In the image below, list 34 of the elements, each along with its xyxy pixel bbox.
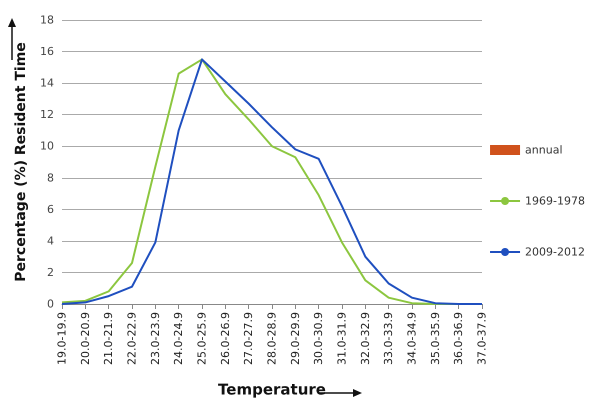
y-tick-label: 2 — [47, 266, 54, 279]
x-tick-label: 19.0-19.9 — [56, 312, 68, 365]
x-tick-label: 20.0-20.9 — [78, 312, 92, 365]
x-tick-label: 29.0-29.9 — [288, 312, 302, 365]
y-tick-label: 10 — [40, 140, 54, 153]
y-tick-label: 16 — [40, 45, 54, 58]
y-tick-label: 14 — [40, 76, 54, 90]
y-tick-label: 18 — [40, 14, 54, 26]
x-tick-label: 33.0-33.9 — [382, 312, 396, 365]
legend-label: 1969-1978 — [525, 194, 586, 208]
y-tick-label: 0 — [47, 298, 54, 310]
legend-label: 2009-2012 — [525, 246, 586, 258]
y-tick-label: 12 — [40, 108, 54, 122]
x-axis-title: Temperature — [218, 380, 326, 398]
x-tick-label: 32.0-32.9 — [358, 312, 372, 365]
x-tick-label: 24.0-24.9 — [172, 312, 186, 365]
legend-label: annual — [525, 144, 562, 156]
x-tick-label: 21.0-21.9 — [102, 312, 116, 365]
x-tick-label: 28.0-28.9 — [266, 312, 278, 365]
x-tick-label: 35.0-35.9 — [428, 312, 442, 365]
x-tick-label: 34.0-34.9 — [406, 312, 418, 365]
x-tick-label: 27.0-27.9 — [242, 312, 256, 365]
y-axis-title: Percentage (%) Resident Time — [13, 42, 29, 282]
y-tick-label: 8 — [47, 171, 54, 184]
x-tick-label: 31.0-31.9 — [336, 312, 348, 365]
x-tick-label: 23.0-23.9 — [148, 312, 162, 365]
x-tick-label: 36.0-36.9 — [452, 312, 466, 365]
x-tick-label: 22.0-22.9 — [126, 312, 138, 365]
x-tick-label: 26.0-26.9 — [218, 312, 232, 365]
x-tick-label: 37.0-37.9 — [476, 312, 488, 365]
y-tick-label: 4 — [47, 234, 54, 248]
x-tick-label: 25.0-25.9 — [196, 312, 208, 365]
x-tick-label: 30.0-30.9 — [312, 312, 326, 365]
y-tick-label: 6 — [47, 202, 54, 216]
